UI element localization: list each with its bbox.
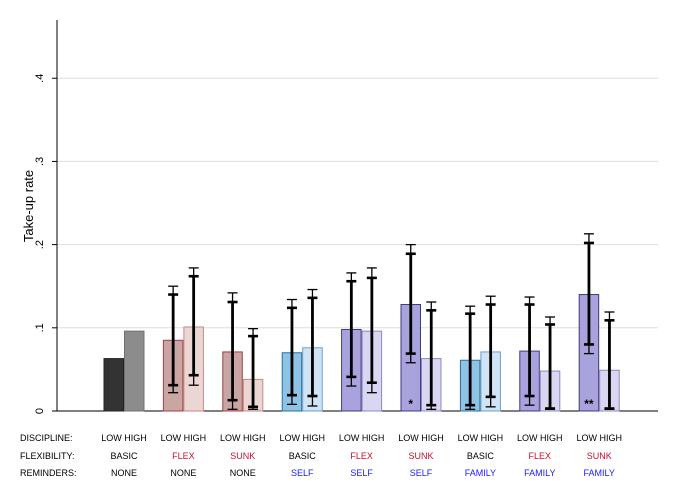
flexibility-label: BASIC: [289, 451, 317, 461]
flexibility-label: BASIC: [110, 451, 138, 461]
reminders-label: SELF: [410, 468, 433, 478]
flexibility-label: FLEX: [529, 451, 552, 461]
bar-group: [281, 288, 323, 412]
flexibility-label: SUNK: [230, 451, 255, 461]
y-axis-title: Take-up rate: [21, 170, 36, 242]
discipline-label: LOW HIGH: [458, 433, 504, 443]
flexibility-row-label: FLEXIBILITY:: [20, 451, 75, 461]
reminders-label: FAMILY: [524, 468, 555, 478]
bar-group: *: [400, 243, 442, 412]
y-tick-label: .3: [34, 157, 46, 166]
row-labels-layer: DISCIPLINE: FLEXIBILITY: REMINDERS: LOW …: [20, 433, 622, 478]
flexibility-label: SUNK: [408, 451, 433, 461]
axis-layer: Take-up rate 0 .1 .2 .3 .4: [21, 20, 658, 414]
reminders-label: FAMILY: [584, 468, 615, 478]
flexibility-label: BASIC: [467, 451, 495, 461]
bar-group: [103, 330, 145, 412]
y-tick-label: .2: [34, 240, 46, 249]
reminders-label: FAMILY: [465, 468, 496, 478]
flexibility-label: FLEX: [350, 451, 373, 461]
discipline-label: LOW HIGH: [161, 433, 207, 443]
y-tick-label: 0: [34, 408, 46, 414]
bar-group: [341, 267, 383, 412]
bar-high-discipline: [124, 330, 145, 412]
discipline-label: LOW HIGH: [279, 433, 325, 443]
reminders-label: SELF: [291, 468, 314, 478]
discipline-row-label: DISCIPLINE:: [20, 433, 73, 443]
y-tick-label: .1: [34, 323, 46, 332]
reminders-label: SELF: [350, 468, 373, 478]
flexibility-label: SUNK: [587, 451, 612, 461]
reminders-label: NONE: [230, 468, 256, 478]
bars-layer: * **: [103, 233, 620, 412]
bar-low-discipline: [103, 358, 124, 412]
discipline-label: LOW HIGH: [398, 433, 444, 443]
bar-group: [519, 296, 561, 412]
bar-group: **: [578, 233, 620, 412]
bar-group: [459, 295, 501, 412]
discipline-label: LOW HIGH: [339, 433, 385, 443]
bar-group: [162, 267, 204, 412]
reminders-label: NONE: [170, 468, 196, 478]
reminders-label: NONE: [111, 468, 137, 478]
discipline-label: LOW HIGH: [517, 433, 563, 443]
discipline-label: LOW HIGH: [576, 433, 622, 443]
discipline-label: LOW HIGH: [220, 433, 266, 443]
significance-star: *: [408, 397, 413, 411]
reminders-row-label: REMINDERS:: [20, 468, 77, 478]
discipline-label: LOW HIGH: [101, 433, 147, 443]
y-tick-label: .4: [34, 74, 46, 83]
bar-group: [222, 292, 264, 412]
grid-layer: [57, 77, 658, 329]
flexibility-label: FLEX: [172, 451, 195, 461]
significance-star: **: [584, 397, 594, 411]
